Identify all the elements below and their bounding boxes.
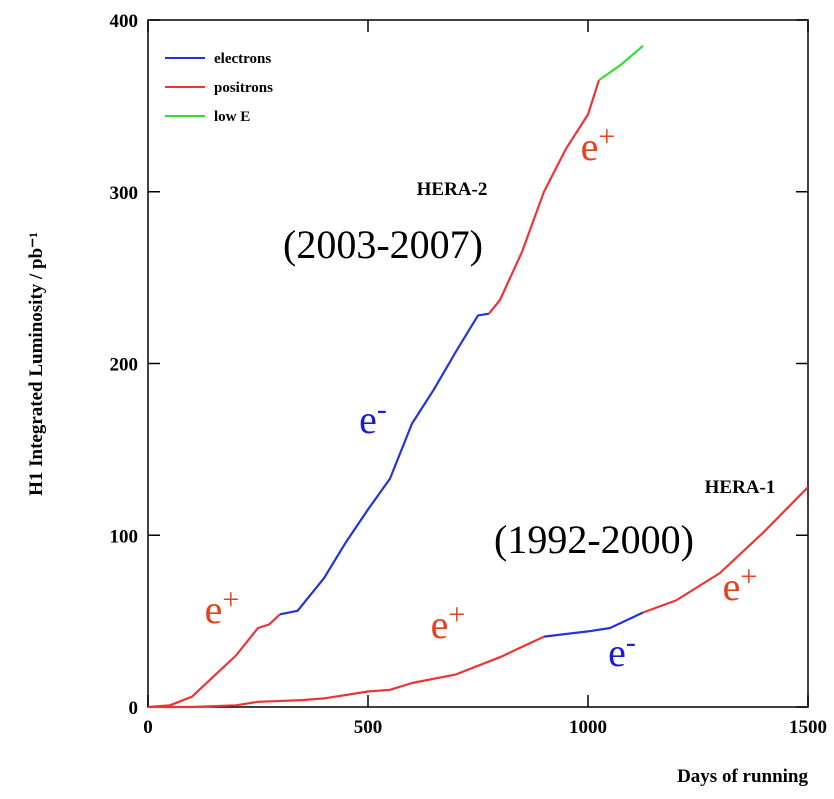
annotation-sup: - [626, 626, 636, 659]
y-tick-label: 100 [110, 526, 139, 547]
annotation: e- [359, 393, 387, 442]
annotation-sup: + [740, 560, 757, 593]
annotation-text: HERA-1 [705, 477, 776, 498]
annotation-sup: + [598, 120, 615, 153]
data-line [147, 79, 809, 709]
data-line [598, 44, 644, 82]
annotation-text: HERA-2 [417, 179, 488, 200]
annotation-text: e [431, 602, 449, 647]
annotation-sup: - [377, 393, 387, 426]
x-tick-label: 1000 [569, 717, 607, 738]
legend-label: electrons [214, 51, 271, 67]
y-tick-label: 300 [110, 183, 139, 204]
x-tick-label: 0 [143, 717, 153, 738]
annotation-text: (2003-2007) [283, 222, 483, 267]
x-axis-title: Days of running [677, 766, 808, 787]
y-tick-label: 400 [110, 11, 139, 32]
annotation-text: e [359, 397, 377, 442]
annotation: e+ [723, 560, 758, 609]
annotation-text: e [581, 124, 599, 169]
annotation: HERA-2 [417, 179, 488, 200]
annotation: e+ [431, 598, 466, 647]
annotation-sup: + [448, 598, 465, 631]
annotation: e- [608, 626, 636, 675]
annotation-text: (1992-2000) [494, 517, 694, 562]
annotation: e+ [581, 120, 616, 169]
annotation: HERA-1 [705, 477, 776, 498]
annotation-text: e [608, 630, 626, 675]
data-line [279, 312, 644, 638]
y-axis-title: H1 Integrated Luminosity / pb⁻¹ [26, 232, 47, 496]
x-tick-label: 500 [354, 717, 383, 738]
legend-label: positrons [214, 80, 273, 96]
annotation: e+ [205, 583, 240, 632]
y-tick-label: 200 [110, 355, 139, 376]
y-tick-label: 0 [129, 698, 139, 719]
annotation-sup: + [222, 583, 239, 616]
annotation-text: e [723, 564, 741, 609]
x-tick-label: 1500 [789, 717, 827, 738]
annotation: (2003-2007) [283, 222, 483, 267]
annotation: (1992-2000) [494, 517, 694, 562]
legend-label: low E [214, 109, 250, 125]
annotation-text: e [205, 587, 223, 632]
